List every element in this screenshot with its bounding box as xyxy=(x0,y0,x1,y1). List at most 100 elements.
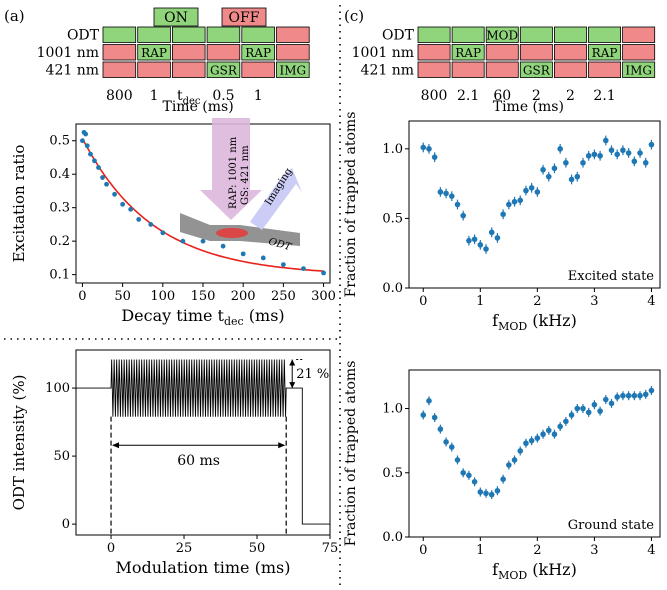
data-point xyxy=(83,131,89,137)
data-point xyxy=(80,138,85,144)
sequence-cell xyxy=(171,61,206,78)
y-axis-label: Excitation ratio xyxy=(10,145,28,263)
sequence-cell xyxy=(485,26,519,43)
y-tick-label: 0.5 xyxy=(49,134,70,149)
data-point xyxy=(260,255,266,261)
sequence-cell xyxy=(451,44,485,61)
legend-on-label: ON xyxy=(164,10,188,26)
data-point xyxy=(420,144,427,151)
sequence-cell xyxy=(588,44,621,61)
sequence-duration: 1 xyxy=(150,88,159,104)
data-point xyxy=(534,189,541,195)
sequence-cell xyxy=(241,26,275,43)
sequence-time-label: Time (ms) xyxy=(162,99,233,115)
x-axis-label-subscript: MOD xyxy=(498,320,527,333)
sequence-duration: 1 xyxy=(254,88,263,104)
sequence-cell xyxy=(588,26,621,43)
sequence-cell xyxy=(102,44,137,61)
data-point xyxy=(528,185,535,191)
sequence-cell xyxy=(206,61,241,78)
sequence-cell xyxy=(241,61,275,78)
data-point xyxy=(637,392,643,399)
data-point xyxy=(523,187,529,194)
data-point xyxy=(580,159,586,166)
y-tick-label: 100 xyxy=(45,381,70,396)
sequence-cell xyxy=(519,26,553,43)
sequence-row-label: ODT xyxy=(382,28,415,44)
y-axis-label: Fraction of trapped atoms xyxy=(343,112,359,298)
chart-excitation-decay: 0 50 100 150 200 250 300 0.1 0.2 0.3 0.4 0.5 Decay t… xyxy=(10,123,336,328)
data-point xyxy=(568,176,575,183)
plot-frame xyxy=(408,120,661,289)
data-point xyxy=(614,151,621,158)
x-axis-label-unit: (ms) xyxy=(244,306,285,325)
x-tick-label: 1 xyxy=(476,543,484,558)
sequence-duration: 2.1 xyxy=(593,88,615,104)
plot-frame xyxy=(75,123,331,284)
data-point xyxy=(642,159,649,166)
sequence-cell xyxy=(137,44,171,61)
sequence-cell xyxy=(206,44,241,61)
x-tick-label: 75 xyxy=(322,541,339,556)
data-point xyxy=(631,392,638,399)
data-point xyxy=(625,392,632,399)
x-tick-label: 25 xyxy=(176,541,193,556)
legend-off: OFF xyxy=(221,7,267,27)
duration-annotation: 60 ms xyxy=(177,453,220,469)
x-axis-label-subscript: MOD xyxy=(498,569,527,582)
data-point xyxy=(92,158,97,164)
data-point xyxy=(574,173,581,180)
state-annotation: Excited state xyxy=(568,269,655,284)
sequence-cell xyxy=(171,26,206,43)
data-point xyxy=(517,197,524,204)
duration-arrowhead-right xyxy=(278,442,286,449)
sequence-cell xyxy=(519,44,553,61)
data-point xyxy=(608,400,615,407)
y-axis-label: Fraction of trapped atoms xyxy=(343,361,359,547)
x-tick-label: 150 xyxy=(191,289,216,304)
inset-gs-label: GS: 421 nm xyxy=(240,145,251,205)
sequence-row-label: 421 nm xyxy=(46,63,99,79)
sequence-row-label: ODT xyxy=(67,28,100,44)
sequence-cell xyxy=(276,44,310,61)
data-point xyxy=(200,238,206,244)
data-point xyxy=(597,408,603,414)
chart-odt-modulation: 0 25 50 75 0 50 100 Modulation time (ms) ODT int… xyxy=(10,349,339,577)
data-point xyxy=(603,137,609,144)
chart-excited-state: 0 1 2 3 4 0.0 0.5 1.0 fMOD (kHz) Fraction of trap… xyxy=(343,112,661,333)
data-point xyxy=(574,405,581,412)
sequence-cell-label: RAP xyxy=(245,46,271,60)
data-point xyxy=(545,173,552,180)
data-point xyxy=(506,462,512,468)
y-tick-label: 0.5 xyxy=(382,466,403,481)
sequence-row-label: 1001 nm xyxy=(37,45,99,61)
data-point xyxy=(240,251,246,257)
x-axis-label-unit: (kHz) xyxy=(527,311,577,330)
sequence-cell xyxy=(417,61,451,78)
x-tick-label: 0 xyxy=(107,541,115,556)
data-point xyxy=(585,152,592,159)
data-point xyxy=(620,392,626,399)
x-axis-label-unit: (kHz) xyxy=(527,560,577,579)
data-point xyxy=(460,212,466,219)
data-point xyxy=(563,159,569,166)
data-point xyxy=(454,201,461,208)
data-point xyxy=(84,143,90,149)
intensity-trace xyxy=(76,359,330,525)
data-point xyxy=(631,158,638,165)
x-axis-label-subscript: dec xyxy=(224,315,244,328)
legend-on: ON xyxy=(153,7,199,27)
data-point xyxy=(220,243,226,249)
data-point xyxy=(104,181,109,187)
data-point xyxy=(431,414,438,421)
data-point xyxy=(557,423,563,430)
data-point xyxy=(488,229,495,236)
sequence-cell-label: IMG xyxy=(280,64,307,78)
sequence-cell xyxy=(622,26,656,43)
sequence-cell-label: RAP xyxy=(455,46,481,60)
x-axis-label: fMOD (kHz) xyxy=(492,311,577,333)
data-point xyxy=(471,478,478,485)
sequence-cell xyxy=(417,44,451,61)
